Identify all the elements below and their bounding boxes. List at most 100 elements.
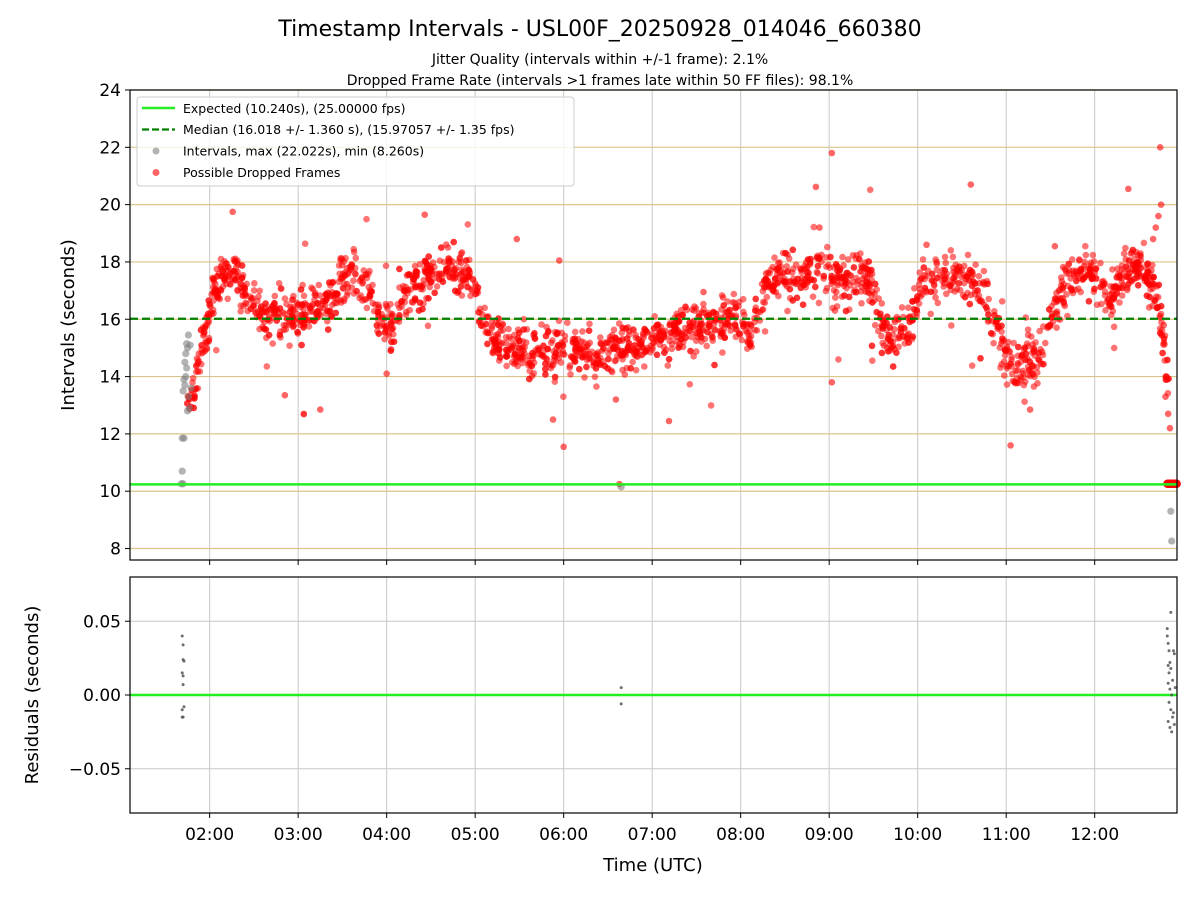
legend-dropped-swatch bbox=[152, 169, 160, 176]
dropped-frame-point bbox=[1065, 260, 1072, 268]
dropped-frame-point bbox=[585, 327, 593, 335]
dropped-frame-point bbox=[238, 262, 246, 269]
dropped-frame-point bbox=[1048, 313, 1056, 321]
dropped-frame-point bbox=[270, 310, 278, 317]
dropped-frame-point bbox=[711, 326, 718, 333]
dropped-frame-point bbox=[452, 270, 460, 278]
dropped-frame-point bbox=[1081, 258, 1088, 266]
dropped-frame-point bbox=[419, 305, 426, 313]
dropped-frame-point bbox=[1162, 393, 1169, 400]
dropped-frame-point bbox=[967, 291, 975, 299]
dropped-frame-point bbox=[898, 304, 906, 311]
dropped-frame-point bbox=[901, 325, 908, 332]
interval-point bbox=[186, 341, 194, 349]
residual-point bbox=[1165, 627, 1169, 631]
dropped-frame-point bbox=[707, 402, 715, 409]
x-tick-label: 11:00 bbox=[982, 825, 1031, 845]
dropped-frame-point bbox=[427, 265, 435, 273]
intervals-y-tick-label: 22 bbox=[99, 138, 121, 158]
dropped-frame-point bbox=[1026, 406, 1034, 413]
dropped-frame-point bbox=[271, 292, 279, 300]
dropped-frame-point bbox=[390, 331, 397, 338]
dropped-frame-point bbox=[950, 277, 958, 285]
dropped-frame-point bbox=[591, 373, 599, 381]
dropped-frame-point bbox=[871, 280, 879, 288]
dropped-frame-point bbox=[559, 348, 567, 355]
dropped-frame-point bbox=[469, 276, 477, 283]
dropped-frame-point bbox=[949, 253, 957, 261]
dropped-frame-point bbox=[531, 330, 538, 337]
dropped-frame-point bbox=[307, 304, 314, 312]
dropped-frame-point bbox=[575, 342, 583, 350]
dropped-frame-point bbox=[484, 340, 491, 348]
residual-point bbox=[1167, 649, 1171, 653]
residual-point bbox=[1166, 641, 1170, 645]
dropped-frame-point bbox=[828, 149, 836, 157]
dropped-frame-point bbox=[502, 334, 510, 341]
dropped-frame-point bbox=[503, 353, 510, 360]
dropped-frame-point bbox=[775, 264, 782, 272]
residual-point bbox=[1165, 634, 1169, 638]
dropped-frame-point bbox=[576, 365, 583, 373]
dropped-frame-point bbox=[1042, 339, 1049, 347]
dropped-frame-point bbox=[275, 280, 283, 287]
dropped-frame-point bbox=[1128, 277, 1136, 285]
dropped-frame-point bbox=[999, 335, 1006, 342]
dropped-frame-point bbox=[1134, 282, 1142, 289]
dropped-frame-point bbox=[496, 354, 504, 361]
dropped-frame-point bbox=[747, 322, 755, 329]
legend-expected-label: Expected (10.240s), (25.00000 fps) bbox=[183, 101, 405, 116]
intervals-frame bbox=[129, 89, 1178, 561]
dropped-frame-point bbox=[827, 253, 834, 261]
dropped-frame-point bbox=[610, 326, 618, 334]
dropped-frame-point bbox=[1141, 274, 1149, 282]
dropped-frame-point bbox=[987, 330, 995, 337]
dropped-frame-point bbox=[406, 306, 414, 314]
dropped-frame-point bbox=[269, 340, 277, 347]
dropped-frame-point bbox=[732, 304, 739, 312]
dropped-frame-point bbox=[686, 381, 694, 388]
dropped-frame-point bbox=[980, 267, 988, 275]
dropped-frame-point bbox=[889, 363, 897, 370]
dropped-frame-point bbox=[281, 391, 289, 399]
residual-point bbox=[1171, 678, 1175, 682]
dropped-frame-point bbox=[719, 349, 726, 356]
dropped-frame-point bbox=[753, 327, 761, 334]
dropped-frame-point bbox=[691, 303, 698, 310]
dropped-frame-point bbox=[884, 348, 892, 355]
dropped-frame-point bbox=[568, 353, 575, 360]
dropped-frame-point bbox=[820, 272, 828, 280]
dropped-frame-point bbox=[885, 331, 892, 339]
dropped-frame-point bbox=[277, 285, 285, 292]
residual-point bbox=[1168, 661, 1172, 665]
dropped-frame-point bbox=[554, 329, 561, 337]
dropped-frame-point bbox=[1084, 271, 1092, 279]
dropped-frame-point bbox=[548, 362, 555, 369]
dropped-frame-point bbox=[462, 257, 470, 264]
dropped-frame-point bbox=[281, 295, 289, 302]
dropped-frame-point bbox=[604, 365, 612, 372]
dropped-frame-point bbox=[998, 298, 1006, 305]
dropped-frame-point bbox=[227, 270, 234, 277]
dropped-frame-point bbox=[958, 273, 965, 281]
dropped-frame-point bbox=[194, 385, 202, 392]
dropped-frame-point bbox=[735, 298, 743, 306]
dropped-frame-point bbox=[369, 281, 376, 289]
residual-point bbox=[1166, 664, 1170, 667]
dropped-frame-point bbox=[560, 443, 567, 451]
dropped-frame-point bbox=[1137, 253, 1144, 260]
dropped-frame-point bbox=[436, 276, 443, 283]
dropped-frame-point bbox=[542, 360, 549, 368]
residual-point bbox=[181, 643, 185, 647]
dropped-frame-point bbox=[1156, 144, 1164, 151]
dropped-frame-point bbox=[1063, 270, 1070, 277]
dropped-frame-point bbox=[475, 318, 483, 326]
dropped-frame-point bbox=[1020, 381, 1028, 389]
dropped-frame-point bbox=[551, 373, 559, 381]
dropped-frame-point bbox=[549, 337, 556, 344]
dropped-frame-point bbox=[724, 315, 732, 323]
dropped-frame-point bbox=[1010, 339, 1017, 347]
dropped-frame-point bbox=[416, 261, 424, 268]
dropped-frame-point bbox=[711, 361, 718, 369]
dropped-frame-point bbox=[704, 328, 711, 336]
